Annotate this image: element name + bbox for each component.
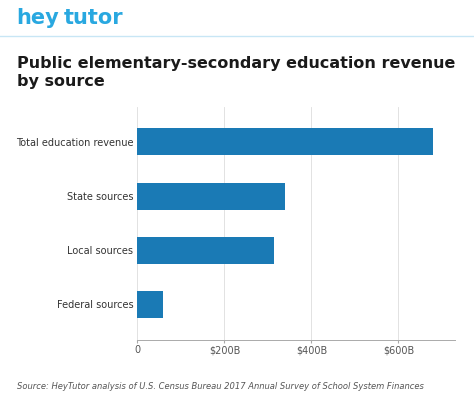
Text: tutor: tutor — [64, 8, 124, 28]
Bar — [137, 237, 274, 264]
Bar — [137, 182, 285, 210]
Text: Public elementary-secondary education revenue
by source: Public elementary-secondary education re… — [17, 56, 455, 89]
Text: Source: HeyTutor analysis of U.S. Census Bureau 2017 Annual Survey of School Sys: Source: HeyTutor analysis of U.S. Census… — [17, 382, 423, 391]
Bar — [137, 291, 163, 318]
Text: hey: hey — [17, 8, 59, 28]
Bar — [137, 128, 433, 155]
